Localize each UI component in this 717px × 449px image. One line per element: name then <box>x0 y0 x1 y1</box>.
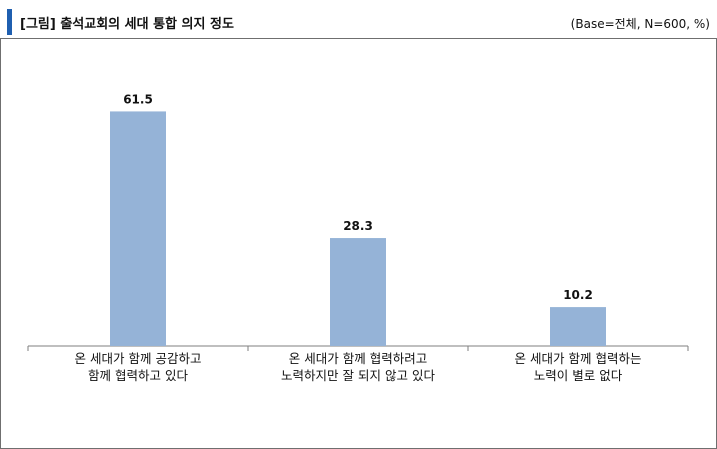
bar-value-label-3: 10.2 <box>563 288 593 302</box>
bar-value-label-2: 28.3 <box>343 219 373 233</box>
bar-3 <box>550 307 606 346</box>
bar-chart: 61.5 28.3 10.2 <box>27 92 689 351</box>
chart-title: [그림] 출석교회의 세대 통합 의지 정도 <box>20 17 234 32</box>
bar-1 <box>110 111 166 347</box>
category-label-line: 노력이 별로 없다 <box>533 368 623 383</box>
category-label-line: 노력하지만 잘 되지 않고 있다 <box>281 368 435 383</box>
title-accent-bar <box>7 9 12 35</box>
chart-header: [그림] 출석교회의 세대 통합 의지 정도 (Base=전체, N=600, … <box>0 0 717 38</box>
chart-frame: 61.5 28.3 10.2 온 세대가 함께 공감하고 함께 협력하고 있다 온 세대… <box>0 38 717 449</box>
category-label-line: 온 세대가 함께 공감하고 <box>74 351 202 366</box>
base-note: (Base=전체, N=600, %) <box>570 17 710 31</box>
bar-2 <box>330 238 386 346</box>
category-label-line: 온 세대가 함께 협력하는 <box>514 351 642 366</box>
bar-value-label-1: 61.5 <box>123 92 153 106</box>
category-label-line: 온 세대가 함께 협력하려고 <box>288 351 428 366</box>
category-label-line: 함께 협력하고 있다 <box>88 368 188 383</box>
